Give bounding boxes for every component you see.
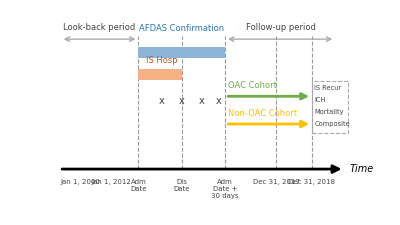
Text: OAC Cohort: OAC Cohort: [228, 81, 277, 90]
Text: Mortality: Mortality: [314, 109, 344, 115]
Text: x: x: [179, 96, 185, 106]
Text: Follow-up period: Follow-up period: [246, 23, 316, 32]
Text: Non-OAC Cohort: Non-OAC Cohort: [228, 109, 297, 118]
Bar: [138, 70, 182, 80]
Text: x: x: [159, 96, 164, 106]
Text: Dec 31, 2018: Dec 31, 2018: [288, 180, 336, 185]
Text: Adm
Date: Adm Date: [130, 180, 146, 192]
Text: Adm
Date +
30 days: Adm Date + 30 days: [211, 180, 239, 199]
Text: x: x: [199, 96, 205, 106]
Text: Composite: Composite: [314, 122, 350, 127]
Text: IS Recur: IS Recur: [314, 85, 342, 91]
Text: Look-back period: Look-back period: [64, 23, 136, 32]
Text: AFDAS Confirmation: AFDAS Confirmation: [139, 24, 224, 33]
Text: ICH: ICH: [314, 97, 326, 103]
Text: Time: Time: [349, 164, 374, 174]
Text: x: x: [216, 96, 222, 106]
Text: IS Hosp: IS Hosp: [146, 56, 178, 65]
Text: Jan 1, 2000: Jan 1, 2000: [61, 180, 101, 185]
Text: Dis
Date: Dis Date: [174, 180, 190, 192]
Bar: [312, 81, 348, 133]
Text: Jan 1, 2012: Jan 1, 2012: [92, 180, 132, 185]
Bar: [138, 47, 225, 58]
Text: Dec 31, 2017: Dec 31, 2017: [253, 180, 300, 185]
